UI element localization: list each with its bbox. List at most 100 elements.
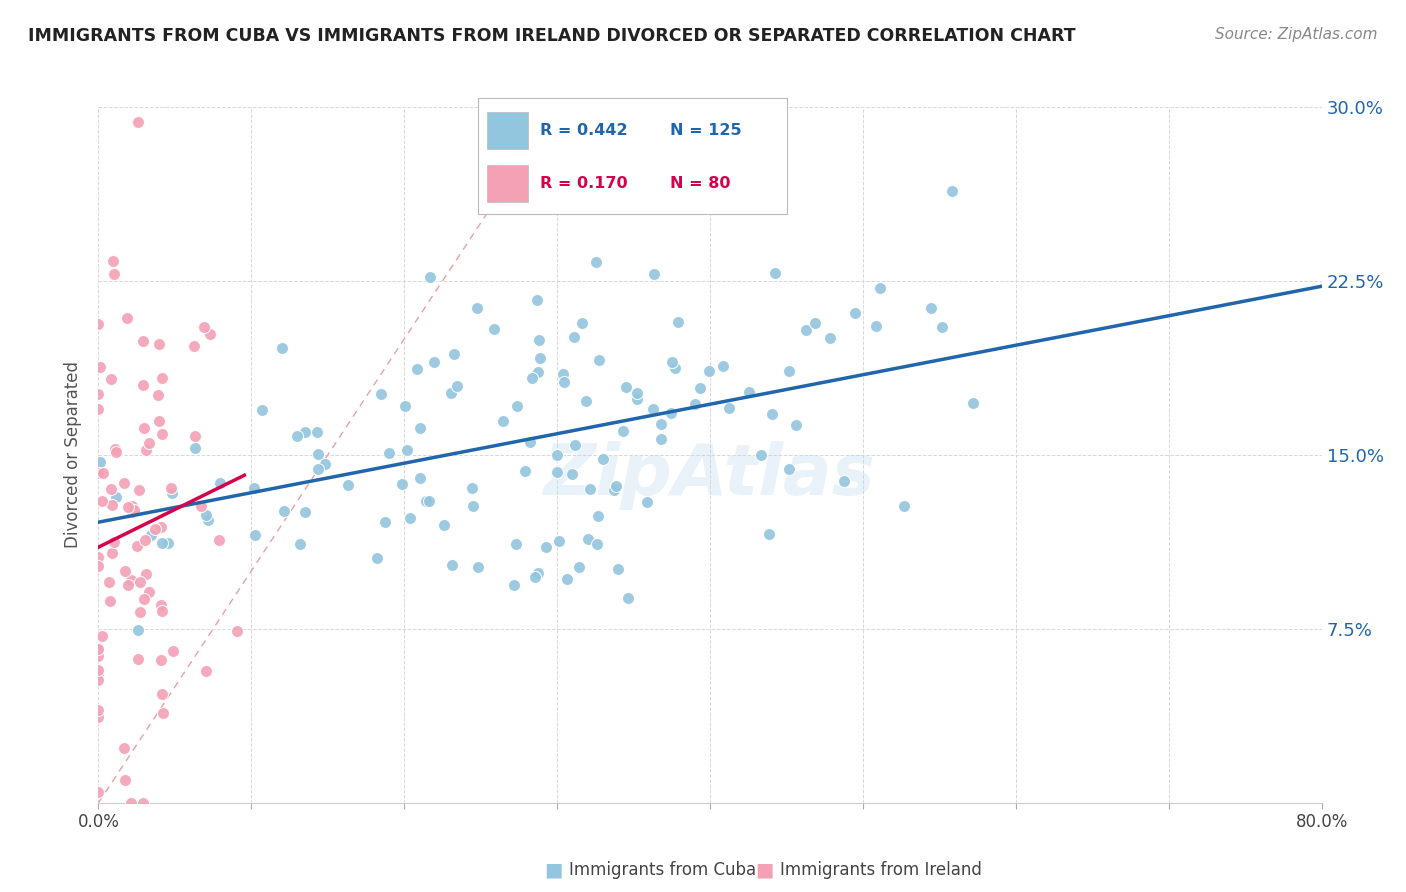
Point — [941, 184, 963, 198]
Point — [637, 494, 659, 508]
Point — [294, 425, 316, 439]
Point — [87, 667, 110, 681]
Point — [418, 493, 440, 508]
Point — [804, 316, 827, 330]
Point — [152, 706, 174, 721]
Point — [128, 575, 150, 590]
Point — [132, 334, 155, 348]
Text: IMMIGRANTS FROM CUBA VS IMMIGRANTS FROM IRELAND DIVORCED OR SEPARATED CORRELATIO: IMMIGRANTS FROM CUBA VS IMMIGRANTS FROM … — [28, 27, 1076, 45]
Point — [366, 551, 388, 566]
Text: ZipAtlas: ZipAtlas — [544, 442, 876, 510]
Point — [689, 381, 711, 395]
Point — [132, 421, 155, 435]
Point — [87, 549, 110, 564]
Point — [150, 536, 173, 550]
Point — [87, 559, 110, 574]
Point — [529, 351, 551, 366]
Point — [87, 673, 110, 688]
Point — [419, 270, 441, 285]
Point — [406, 362, 429, 376]
Point — [650, 432, 672, 446]
Point — [893, 499, 915, 513]
Point — [553, 367, 575, 381]
Point — [273, 504, 295, 518]
Point — [546, 465, 568, 479]
Point — [150, 598, 173, 612]
Point — [127, 623, 149, 637]
Point — [568, 559, 591, 574]
Point — [527, 333, 550, 347]
Point — [150, 520, 173, 534]
Point — [588, 353, 610, 368]
Point — [553, 375, 575, 389]
Point — [104, 442, 127, 456]
Point — [794, 323, 817, 337]
Point — [87, 785, 110, 799]
Point — [522, 371, 544, 385]
Point — [101, 546, 124, 560]
Point — [87, 318, 110, 332]
Point — [467, 559, 489, 574]
Point — [198, 327, 221, 342]
Point — [396, 442, 419, 457]
Point — [160, 481, 183, 495]
Point — [195, 664, 218, 678]
Point — [409, 470, 432, 484]
Point — [270, 341, 292, 355]
Point — [117, 500, 139, 514]
Point — [87, 703, 110, 717]
Point — [564, 438, 586, 452]
Point — [91, 494, 114, 508]
Point — [127, 115, 149, 129]
Point — [526, 366, 548, 380]
Point — [612, 425, 634, 439]
Point — [844, 306, 866, 320]
Text: R = 0.442: R = 0.442 — [540, 123, 627, 138]
Point — [209, 476, 232, 491]
Point — [336, 478, 359, 492]
Point — [120, 573, 142, 587]
Point — [243, 528, 266, 542]
Point — [314, 457, 336, 471]
Point — [592, 452, 614, 467]
Point — [668, 315, 690, 329]
Y-axis label: Divorced or Separated: Divorced or Separated — [65, 361, 83, 549]
Point — [519, 434, 541, 449]
Point — [135, 567, 157, 582]
Point — [415, 493, 437, 508]
Point — [931, 319, 953, 334]
FancyBboxPatch shape — [488, 165, 527, 202]
Point — [90, 629, 112, 643]
Point — [112, 476, 135, 491]
Point — [195, 508, 218, 522]
Point — [962, 395, 984, 409]
Point — [87, 648, 110, 663]
Point — [374, 515, 396, 529]
Point — [208, 533, 231, 547]
Point — [749, 448, 772, 462]
Point — [103, 268, 125, 282]
Point — [557, 572, 579, 586]
Point — [98, 594, 121, 608]
Point — [150, 427, 173, 442]
Point — [575, 394, 598, 409]
Point — [128, 483, 150, 498]
Point — [399, 511, 422, 525]
Point — [98, 575, 121, 590]
Point — [138, 584, 160, 599]
Point — [139, 528, 162, 542]
Point — [127, 651, 149, 665]
Point — [492, 414, 515, 428]
Point — [134, 592, 156, 607]
Point — [571, 316, 593, 330]
Point — [150, 687, 173, 701]
Point — [117, 578, 139, 592]
Point — [294, 505, 316, 519]
Point — [146, 387, 169, 401]
Point — [307, 425, 329, 440]
Point — [132, 378, 155, 392]
Point — [605, 479, 627, 493]
Point — [547, 533, 569, 548]
Point — [697, 364, 720, 378]
Point — [446, 378, 468, 392]
